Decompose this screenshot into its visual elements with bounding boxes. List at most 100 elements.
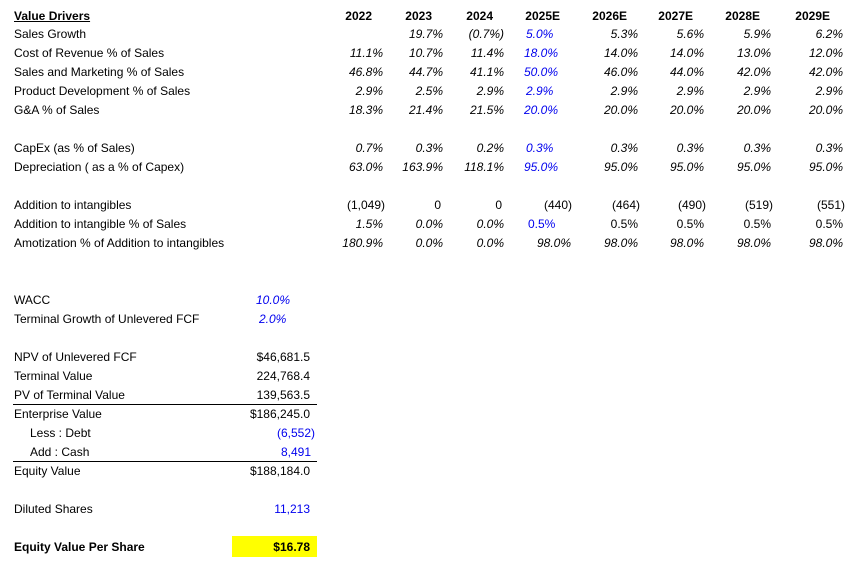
cell: 118.1%	[464, 160, 504, 174]
cell: 44.7%	[408, 65, 443, 79]
debt-label: Less : Debt	[30, 426, 91, 440]
cell: 6.2%	[815, 27, 843, 41]
cell: 163.9%	[402, 160, 443, 174]
cell-input: 20.0%	[524, 103, 559, 117]
cell: 20.0%	[669, 103, 704, 117]
npv-value: $46,681.5	[256, 350, 310, 364]
cell: 42.0%	[808, 65, 843, 79]
cell: 20.0%	[736, 103, 771, 117]
row-label: Cost of Revenue % of Sales	[14, 46, 165, 60]
cell: 5.6%	[676, 27, 704, 41]
cash-label: Add : Cash	[30, 445, 90, 459]
highlight-cell	[232, 536, 317, 557]
cell: 14.0%	[669, 46, 704, 60]
cell: 46.0%	[603, 65, 638, 79]
cell: 5.3%	[610, 27, 638, 41]
cell: 95.0%	[736, 160, 771, 174]
cell: 20.0%	[603, 103, 638, 117]
cash-value: 8,491	[280, 445, 311, 459]
cell: 0.3%	[815, 141, 843, 155]
equity-per-share-value: $16.78	[273, 540, 310, 554]
wacc-label: WACC	[14, 293, 51, 307]
cell: 0	[434, 198, 441, 212]
cell: 11.1%	[349, 46, 383, 60]
cell: 2.9%	[743, 84, 771, 98]
cell: 180.9%	[342, 236, 383, 250]
year-header-2027e: 2027E	[658, 9, 693, 23]
cell: 18.3%	[348, 103, 383, 117]
enterprise-value-value: $186,245.0	[249, 407, 310, 421]
cell: 5.9%	[743, 27, 771, 41]
year-header-2023: 2023	[405, 9, 432, 23]
row-label: G&A % of Sales	[14, 103, 100, 117]
year-header-2022: 2022	[345, 9, 372, 23]
year-header-2026e: 2026E	[592, 9, 627, 23]
cell-input: 2.9%	[526, 84, 554, 98]
cell: 98.0%	[536, 236, 571, 250]
row-label: Amotization % of Addition to intangibles	[14, 236, 225, 250]
cell: 0.5%	[815, 217, 843, 231]
cell: 21.4%	[408, 103, 443, 117]
cell: 11.4%	[470, 46, 504, 60]
cell: (551)	[816, 198, 845, 212]
cell: 2.5%	[415, 84, 443, 98]
row-label: Sales Growth	[14, 27, 87, 41]
row-label: Sales and Marketing % of Sales	[14, 65, 185, 79]
cell: 2.9%	[610, 84, 638, 98]
npv-label: NPV of Unlevered FCF	[14, 350, 137, 364]
cell: 0.0%	[476, 217, 504, 231]
cell: 98.0%	[603, 236, 638, 250]
cell: 2.9%	[476, 84, 504, 98]
cell: 0.3%	[743, 141, 771, 155]
equity-per-share-label: Equity Value Per Share	[14, 540, 145, 554]
cell: 0.5%	[743, 217, 771, 231]
cell: 10.7%	[408, 46, 443, 60]
cell: 14.0%	[603, 46, 638, 60]
cell: (519)	[744, 198, 773, 212]
cell: 0.2%	[476, 141, 504, 155]
cell: (440)	[543, 198, 572, 212]
cell: 0.5%	[610, 217, 638, 231]
row-label: Product Development % of Sales	[14, 84, 191, 98]
equity-value-label: Equity Value	[14, 464, 81, 478]
cell: 95.0%	[603, 160, 638, 174]
cell: 0.0%	[415, 217, 443, 231]
debt-value: (6,552)	[276, 426, 315, 440]
year-header-2028e: 2028E	[725, 9, 760, 23]
diluted-shares-value: 11,213	[274, 502, 310, 516]
cell: 95.0%	[669, 160, 704, 174]
cell-input: 50.0%	[524, 65, 559, 79]
cell: 21.5%	[469, 103, 504, 117]
enterprise-value-label: Enterprise Value	[14, 407, 102, 421]
row-label: Addition to intangible % of Sales	[14, 217, 187, 231]
cell-input: 0.5%	[528, 217, 556, 231]
cell: 0.3%	[676, 141, 704, 155]
terminal-value-value: 224,768.4	[256, 369, 310, 383]
cell: 0.0%	[476, 236, 504, 250]
value-drivers-title: Value Drivers	[14, 9, 91, 23]
cell: 2.9%	[815, 84, 843, 98]
year-header-2025e: 2025E	[525, 9, 560, 23]
pv-terminal-value: 139,563.5	[256, 388, 310, 402]
cell: 98.0%	[808, 236, 843, 250]
cell: 0.3%	[610, 141, 638, 155]
wacc-value: 10.0%	[256, 293, 291, 307]
year-header-2029e: 2029E	[795, 9, 830, 23]
cell: 95.0%	[808, 160, 843, 174]
cell: (490)	[677, 198, 706, 212]
cell: 0	[495, 198, 502, 212]
cell: 0.5%	[676, 217, 704, 231]
cell: 2.9%	[355, 84, 383, 98]
cell: 1.5%	[355, 217, 383, 231]
pv-terminal-label: PV of Terminal Value	[14, 388, 125, 402]
cell: 12.0%	[808, 46, 843, 60]
cell: 2.9%	[676, 84, 704, 98]
cell: 0.7%	[355, 141, 383, 155]
row-label: Depreciation ( as a % of Capex)	[14, 160, 185, 174]
cell-input: 0.3%	[526, 141, 554, 155]
row-label: Addition to intangibles	[14, 198, 132, 212]
terminal-growth-label: Terminal Growth of Unlevered FCF	[14, 312, 200, 326]
terminal-growth-value: 2.0%	[259, 312, 287, 326]
row-label: CapEx (as % of Sales)	[14, 141, 135, 155]
terminal-value-label: Terminal Value	[14, 369, 93, 383]
